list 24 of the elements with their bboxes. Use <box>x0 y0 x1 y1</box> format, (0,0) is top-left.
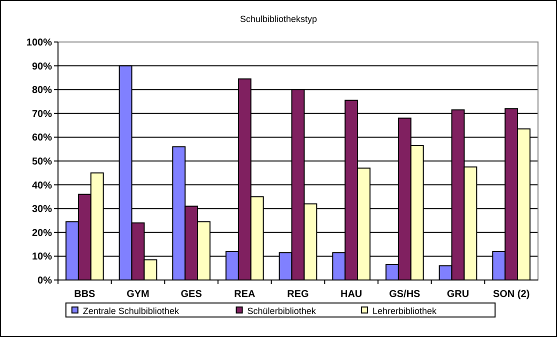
y-tick-label: 20% <box>32 228 52 239</box>
y-tick-label: 60% <box>32 132 52 144</box>
y-tick-label: 0% <box>38 276 52 286</box>
y-tick-label: 90% <box>32 61 52 72</box>
y-tick-label: 100% <box>26 38 52 48</box>
chart-title: Schulbibliothekstyp <box>240 14 318 24</box>
x-tick-label: REA <box>234 289 256 300</box>
x-tick-label: GYM <box>126 289 150 300</box>
legend-label: Schülerbibliothek <box>247 306 316 316</box>
x-tick-label: SON (2) <box>492 289 530 300</box>
x-tick-label: HAU <box>340 289 362 300</box>
y-tick-label: 30% <box>32 204 52 216</box>
y-tick-label: 80% <box>32 85 52 96</box>
y-tick-label: 50% <box>32 156 52 168</box>
x-tick-label: GRU <box>446 289 470 300</box>
x-tick-label: BBS <box>74 289 96 300</box>
x-tick-label: GES <box>180 289 202 300</box>
y-tick-label: 70% <box>32 108 52 120</box>
x-tick-label: REG <box>287 289 310 300</box>
y-tick-label: 10% <box>32 252 52 263</box>
legend-label: Zentrale Schulbibliothek <box>82 306 180 316</box>
y-tick-label: 40% <box>32 180 52 192</box>
x-tick-label: GS/HS <box>389 289 421 300</box>
legend-label: Lehrerbibliothek <box>372 306 438 316</box>
